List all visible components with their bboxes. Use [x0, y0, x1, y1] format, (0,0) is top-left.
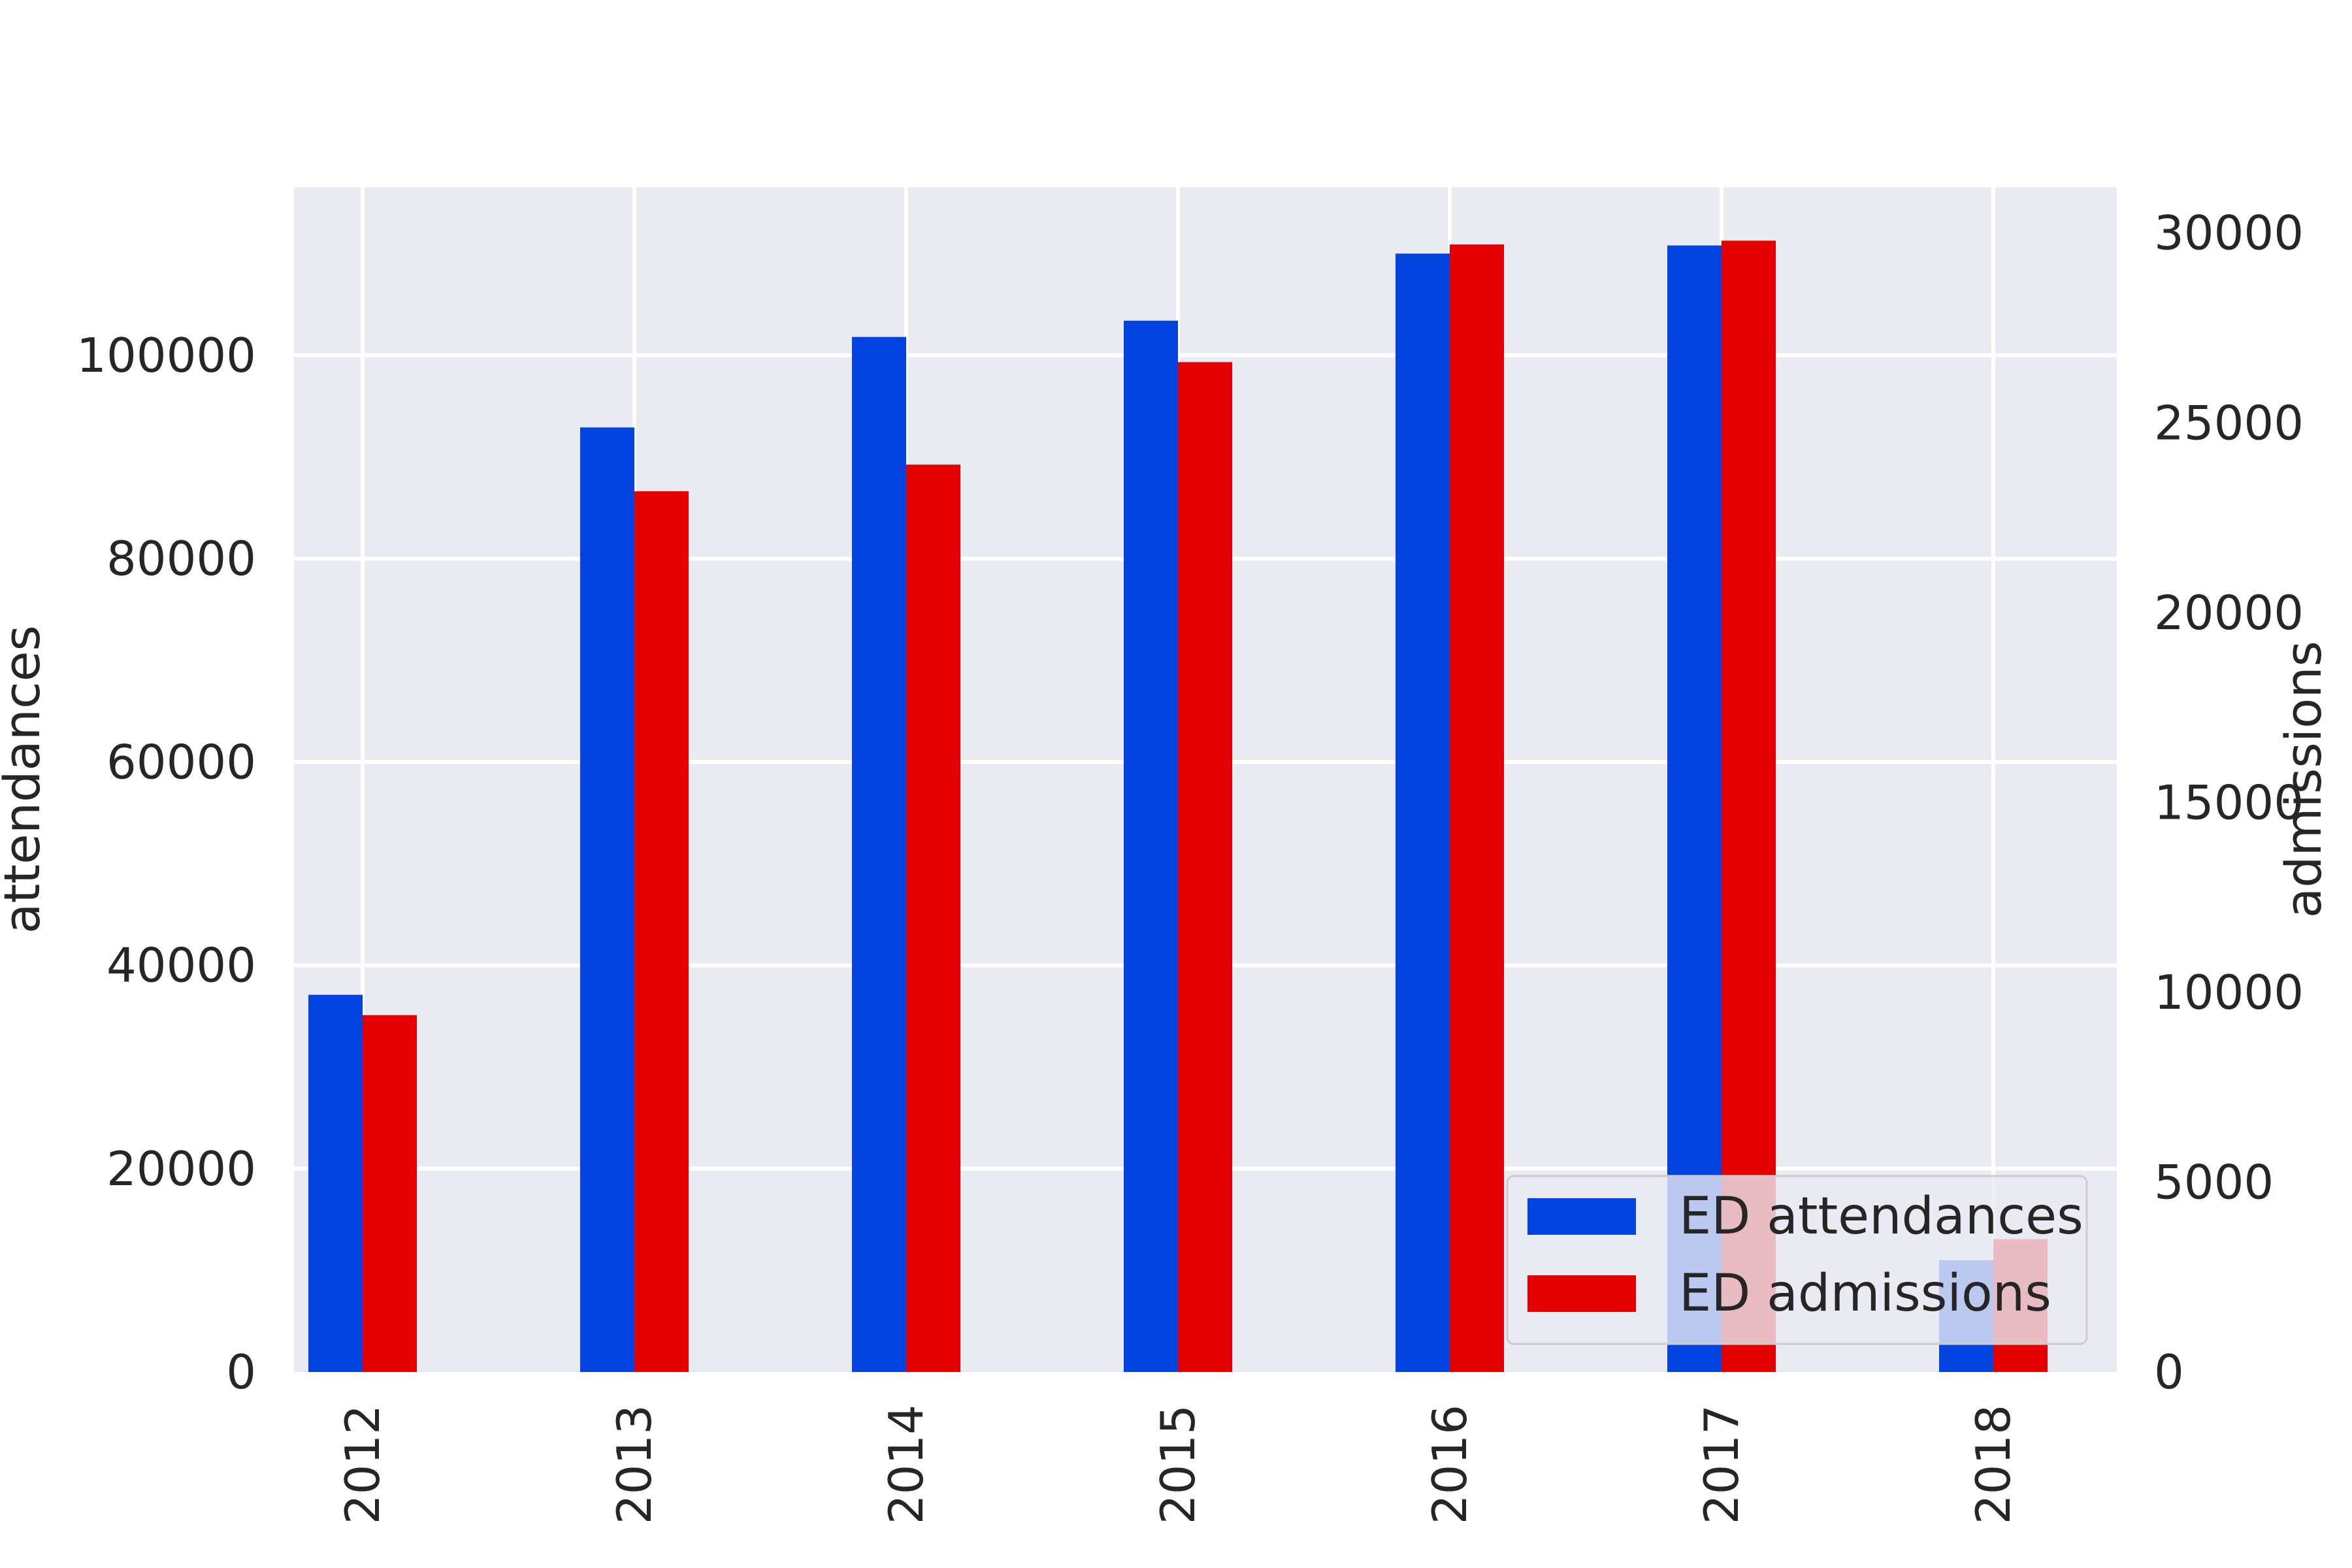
bar-attendances-2015: [1124, 320, 1178, 1372]
bar-admissions-2012: [363, 1015, 417, 1372]
bars: [308, 240, 2048, 1373]
x-tick-label: 2017: [1694, 1405, 1749, 1524]
right-axis-ticks: 0 5000 10000 15000 20000 25000 30000: [2154, 206, 2304, 1399]
x-tick-label: 2013: [607, 1405, 662, 1524]
left-tick-label: 80000: [106, 531, 256, 586]
legend: ED attendances ED admissions: [1506, 1175, 2088, 1345]
left-axis-ticks: 0 20000 40000 60000 80000 100000: [76, 328, 256, 1399]
left-tick-label: 60000: [106, 734, 256, 789]
legend-box: [1506, 1175, 2088, 1345]
right-tick-label: 10000: [2154, 965, 2304, 1020]
right-tick-label: 5000: [2154, 1154, 2274, 1209]
x-axis-ticks: 2012 2013 2014 2015 2016 2017 2018: [335, 1405, 2021, 1524]
right-tick-label: 15000: [2154, 775, 2304, 830]
legend-label-admissions: ED admissions: [1679, 1264, 2051, 1323]
bar-attendances-2016: [1396, 253, 1450, 1372]
x-tick-label: 2015: [1151, 1405, 1205, 1524]
x-tick-label: 2014: [879, 1405, 934, 1524]
right-tick-label: 20000: [2154, 585, 2304, 640]
x-tick-label: 2012: [335, 1405, 390, 1524]
left-axis-label: attendances: [0, 625, 51, 934]
bar-attendances-2014: [852, 336, 906, 1372]
bar-attendances-2013: [580, 427, 634, 1372]
legend-swatch-attendances: [1527, 1198, 1636, 1235]
legend-swatch-admissions: [1527, 1275, 1636, 1312]
right-tick-label: 25000: [2154, 395, 2304, 450]
x-tick-label: 2016: [1422, 1405, 1477, 1524]
legend-label-attendances: ED attendances: [1679, 1187, 2083, 1246]
left-tick-label: 40000: [106, 938, 256, 993]
right-tick-label: 30000: [2154, 206, 2304, 261]
bar-admissions-2014: [906, 465, 960, 1372]
left-tick-label: 0: [226, 1345, 256, 1399]
left-tick-label: 100000: [76, 328, 256, 383]
bar-admissions-2013: [634, 491, 689, 1372]
right-axis-label: admissions: [2274, 641, 2332, 919]
bar-admissions-2015: [1178, 362, 1232, 1372]
bar-attendances-2012: [308, 994, 363, 1372]
right-tick-label: 0: [2154, 1345, 2184, 1399]
x-tick-label: 2018: [1966, 1405, 2021, 1524]
bar-admissions-2016: [1450, 244, 1504, 1372]
left-tick-label: 20000: [106, 1141, 256, 1196]
